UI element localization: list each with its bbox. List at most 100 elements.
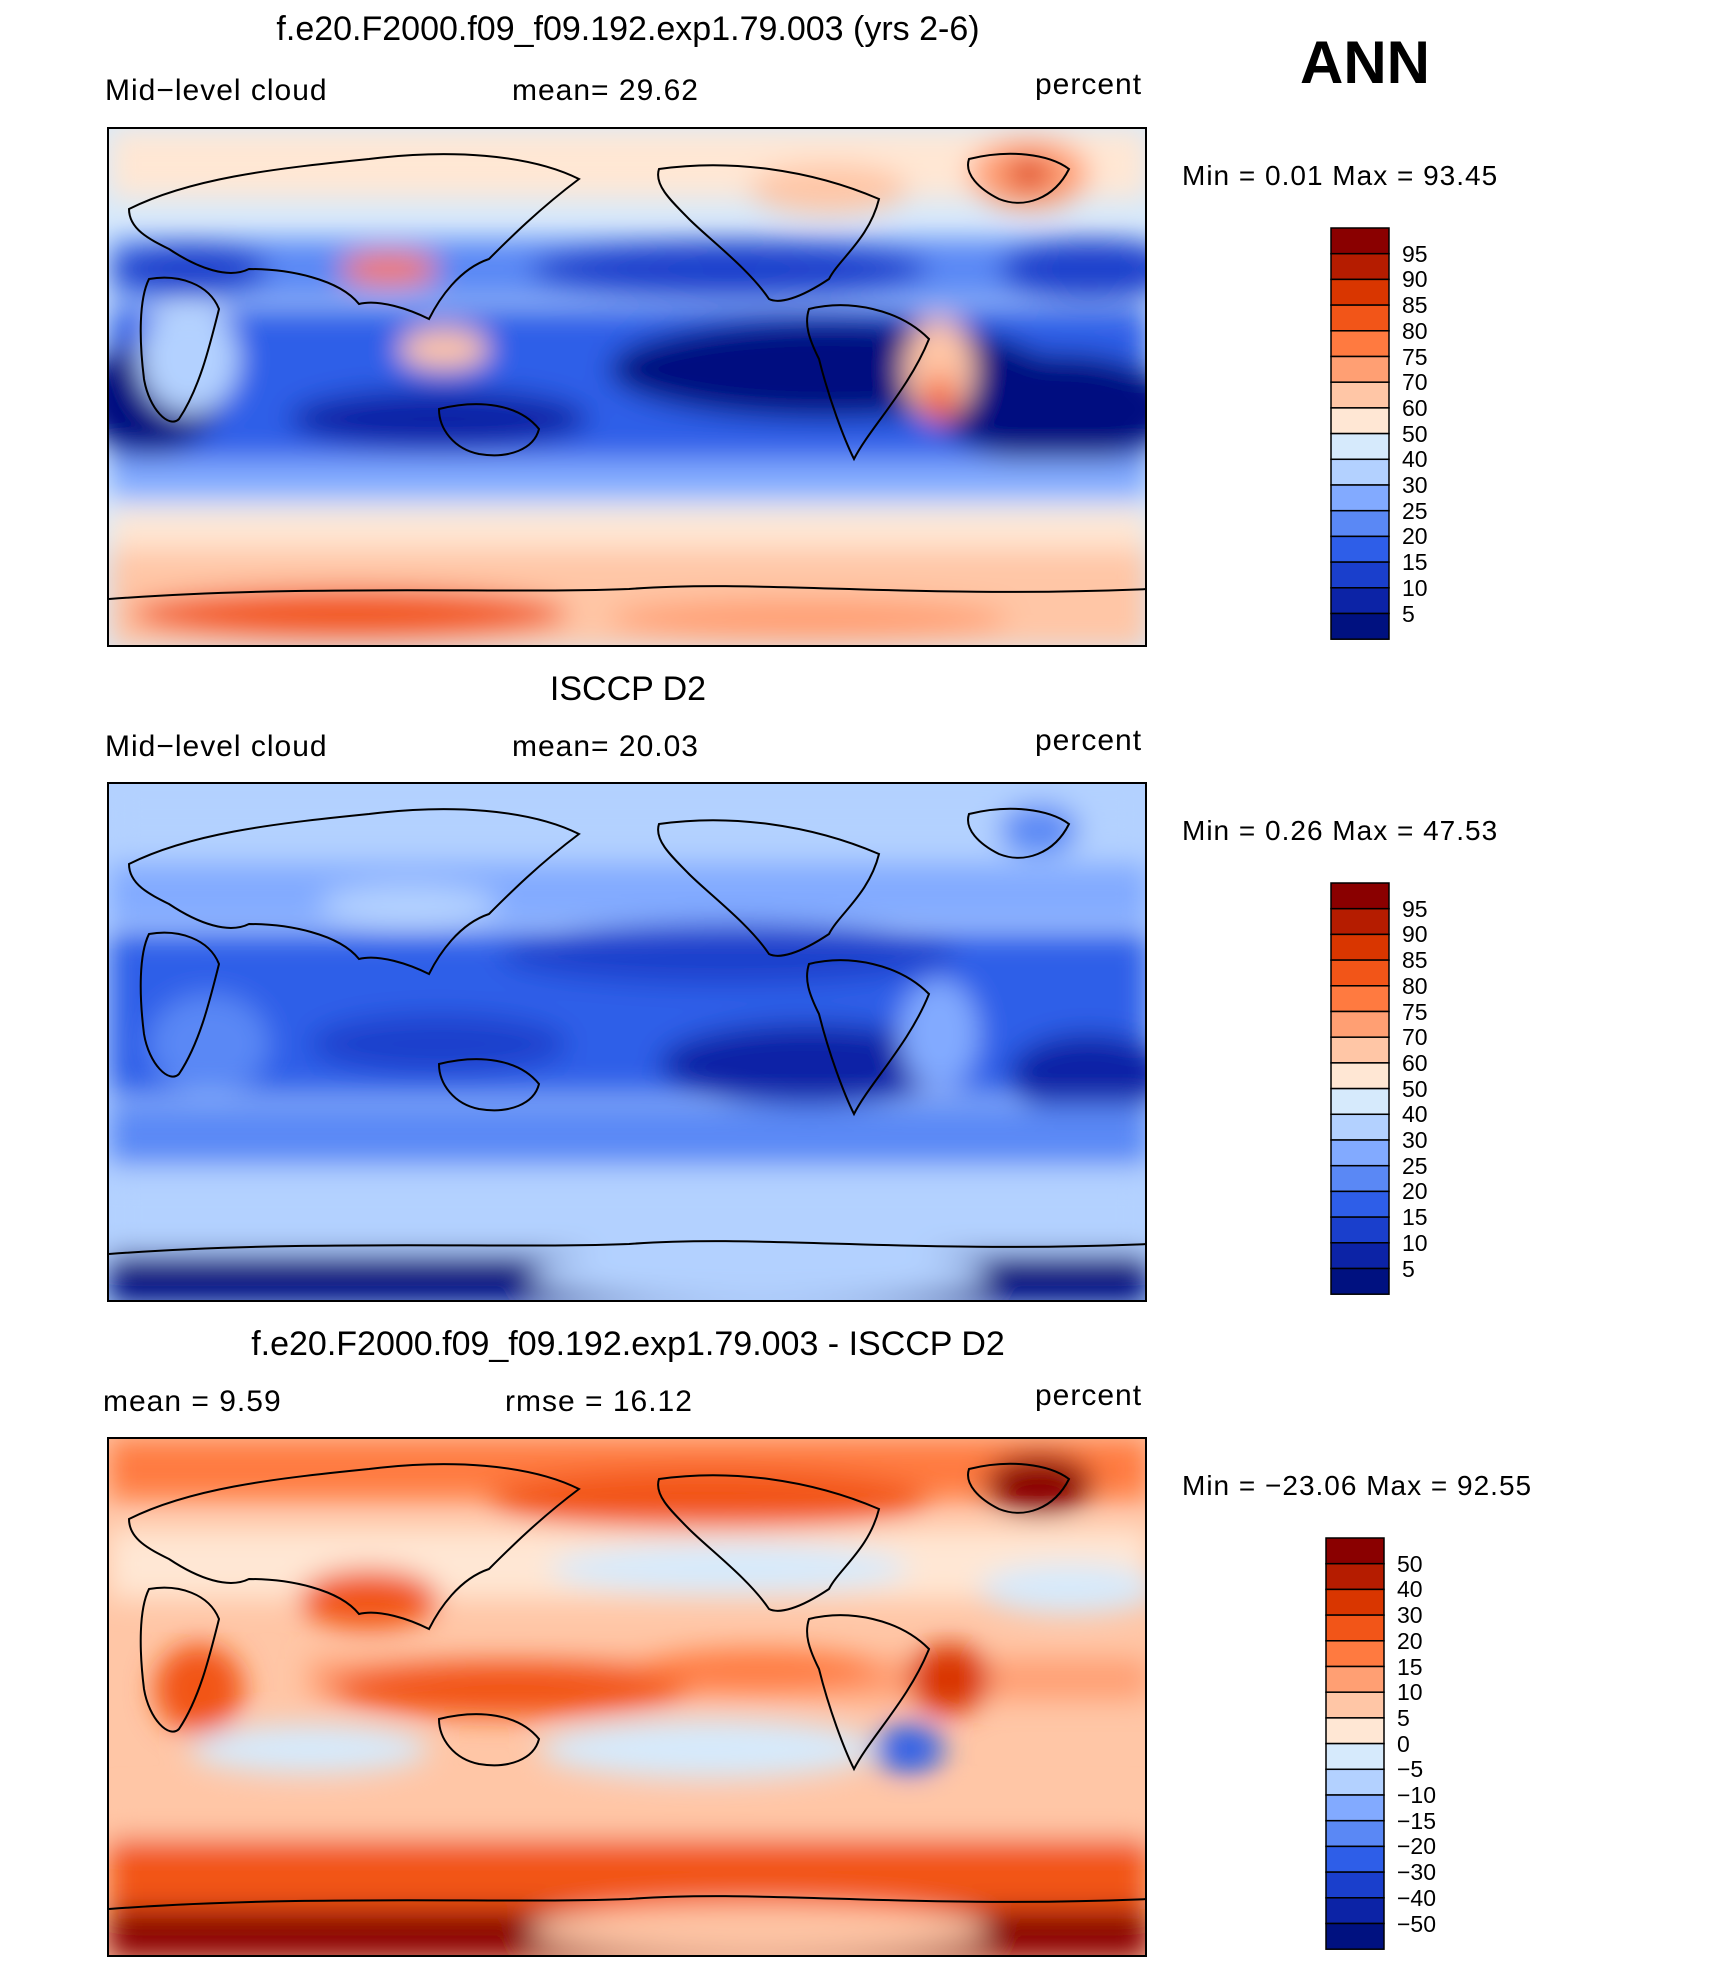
colorbar-swatch — [1330, 407, 1390, 435]
colorbar-swatch — [1330, 1062, 1390, 1090]
colorbar-swatch — [1330, 1164, 1390, 1193]
colorbar-swatch — [1325, 1691, 1385, 1719]
colorbar-tick-label: −50 — [1397, 1910, 1437, 1937]
colorbar-swatch — [1325, 1742, 1385, 1771]
colorbar-tick-label: 95 — [1402, 895, 1428, 922]
panel-model-map-plot — [109, 129, 1145, 645]
colorbar-swatch — [1330, 1113, 1390, 1141]
colorbar-swatch — [1325, 1717, 1385, 1745]
colorbar-tick-label: 60 — [1402, 394, 1428, 421]
colorbar-tick-label: 70 — [1402, 1024, 1428, 1051]
colorbar-svg — [1325, 1537, 1385, 1950]
colorbar-tick-label: 15 — [1402, 1204, 1428, 1231]
colorbar-swatch — [1330, 933, 1390, 961]
colorbar-tick-label: 10 — [1402, 574, 1428, 601]
colorbar-tick-label: 50 — [1402, 1075, 1428, 1102]
colorbar-swatch — [1330, 509, 1390, 538]
colorbar-tick-label: 10 — [1402, 1229, 1428, 1256]
colorbar-swatch — [1330, 1087, 1390, 1116]
panel-obs-variable-label: Mid−level cloud — [105, 730, 328, 763]
colorbar-tick-label: 90 — [1402, 921, 1428, 948]
colorbar-tick-label: 85 — [1402, 292, 1428, 319]
colorbar-tick-label: 25 — [1402, 497, 1428, 524]
panel-model-mean-label: mean= 29.62 — [512, 74, 699, 107]
colorbar-tick-label: 30 — [1402, 472, 1428, 498]
panel-model-coastlines — [109, 152, 1145, 600]
colorbar-svg — [1330, 882, 1390, 1295]
season-label: ANN — [1300, 29, 1430, 96]
panel-obs-map-plot — [109, 784, 1145, 1300]
colorbar-tick-label: 15 — [1397, 1653, 1423, 1680]
colorbar-swatch — [1330, 1242, 1390, 1270]
colorbar-swatch — [1330, 1036, 1390, 1064]
colorbar-swatch — [1325, 1871, 1385, 1899]
colorbar-tick-label: 75 — [1402, 998, 1428, 1025]
colorbar-swatch — [1330, 1190, 1390, 1218]
colorbar-swatch — [1325, 1819, 1385, 1848]
colorbar-tick-label: 5 — [1397, 1704, 1410, 1731]
colorbar-tick-label: 10 — [1397, 1679, 1423, 1706]
colorbar-swatch — [1330, 227, 1390, 255]
colorbar-swatch — [1330, 1267, 1390, 1295]
colorbar-tick-label: 0 — [1397, 1730, 1410, 1757]
colorbar-tick-label: 75 — [1402, 343, 1428, 370]
colorbar-swatch — [1330, 587, 1390, 615]
colorbar-swatch — [1330, 432, 1390, 461]
colorbar-swatch — [1330, 252, 1390, 281]
colorbar-tick-label: 50 — [1397, 1550, 1423, 1577]
colorbar-tick-label: −20 — [1397, 1833, 1437, 1860]
panel-diff-title: f.e20.F2000.f09_f09.192.exp1.79.003 - IS… — [251, 1325, 1005, 1363]
colorbar-tick-label: −5 — [1397, 1756, 1424, 1783]
colorbar-tick-label: −40 — [1397, 1884, 1437, 1911]
colorbar-tick-label: 5 — [1402, 600, 1415, 627]
panel-diff-map-plot — [109, 1439, 1145, 1955]
colorbar-swatch — [1330, 535, 1390, 563]
colorbar-swatch — [1330, 1139, 1390, 1167]
colorbar-swatch — [1330, 1010, 1390, 1038]
colorbar-swatch — [1330, 381, 1390, 409]
colorbar-swatch — [1325, 1537, 1385, 1565]
colorbar-tick-label: 70 — [1402, 369, 1428, 396]
colorbar-swatch — [1325, 1614, 1385, 1642]
colorbar-svg — [1330, 227, 1390, 640]
panel-model-map — [107, 127, 1147, 647]
colorbar-swatch — [1330, 330, 1390, 358]
colorbar-swatch — [1325, 1794, 1385, 1822]
panel-diff-map — [107, 1437, 1147, 1957]
colorbar-swatch — [1325, 1640, 1385, 1668]
panel-obs-units-label: percent — [1035, 724, 1143, 757]
colorbar-tick-label: 20 — [1397, 1627, 1423, 1654]
panel-model-minmax: Min = 0.01 Max = 93.45 — [1182, 160, 1499, 191]
colorbar-tick-label: 80 — [1402, 972, 1428, 999]
colorbar-tick-label: 80 — [1402, 317, 1428, 344]
panel-model-title: f.e20.F2000.f09_f09.192.exp1.79.003 (yrs… — [276, 10, 980, 48]
panel-diff-minmax: Min = −23.06 Max = 92.55 — [1182, 1470, 1533, 1501]
colorbar-swatch — [1330, 882, 1390, 910]
colorbar-swatch — [1325, 1562, 1385, 1591]
colorbar-swatch — [1330, 1216, 1390, 1244]
colorbar-swatch — [1325, 1897, 1385, 1925]
colorbar-tick-label: 20 — [1402, 1178, 1428, 1205]
colorbar-tick-label: −15 — [1397, 1807, 1437, 1834]
panel-obs-coastlines — [109, 807, 1145, 1255]
panel-diff-rmse-label: rmse = 16.12 — [505, 1385, 693, 1418]
panel-diff-coastlines — [109, 1462, 1145, 1910]
colorbar-swatch — [1330, 458, 1390, 486]
colorbar-tick-label: 60 — [1402, 1049, 1428, 1076]
panel-obs-mean-label: mean= 20.03 — [512, 730, 699, 763]
panel-obs-map — [107, 782, 1147, 1302]
colorbar-swatch — [1325, 1768, 1385, 1796]
panel-obs-title: ISCCP D2 — [549, 670, 707, 708]
colorbar-swatch — [1325, 1665, 1385, 1693]
colorbar-tick-label: 95 — [1402, 240, 1428, 267]
colorbar-tick-label: 50 — [1402, 420, 1428, 447]
colorbar-tick-label: 40 — [1397, 1576, 1423, 1603]
colorbar-tick-label: 40 — [1402, 1101, 1428, 1128]
colorbar-swatch — [1330, 484, 1390, 512]
colorbar-swatch — [1325, 1845, 1385, 1873]
colorbar-swatch — [1330, 907, 1390, 936]
colorbar-tick-label: 15 — [1402, 549, 1428, 576]
panel-obs-minmax: Min = 0.26 Max = 47.53 — [1182, 815, 1499, 846]
colorbar-tick-label: 20 — [1402, 523, 1428, 550]
colorbar-tick-label: 25 — [1402, 1152, 1428, 1179]
